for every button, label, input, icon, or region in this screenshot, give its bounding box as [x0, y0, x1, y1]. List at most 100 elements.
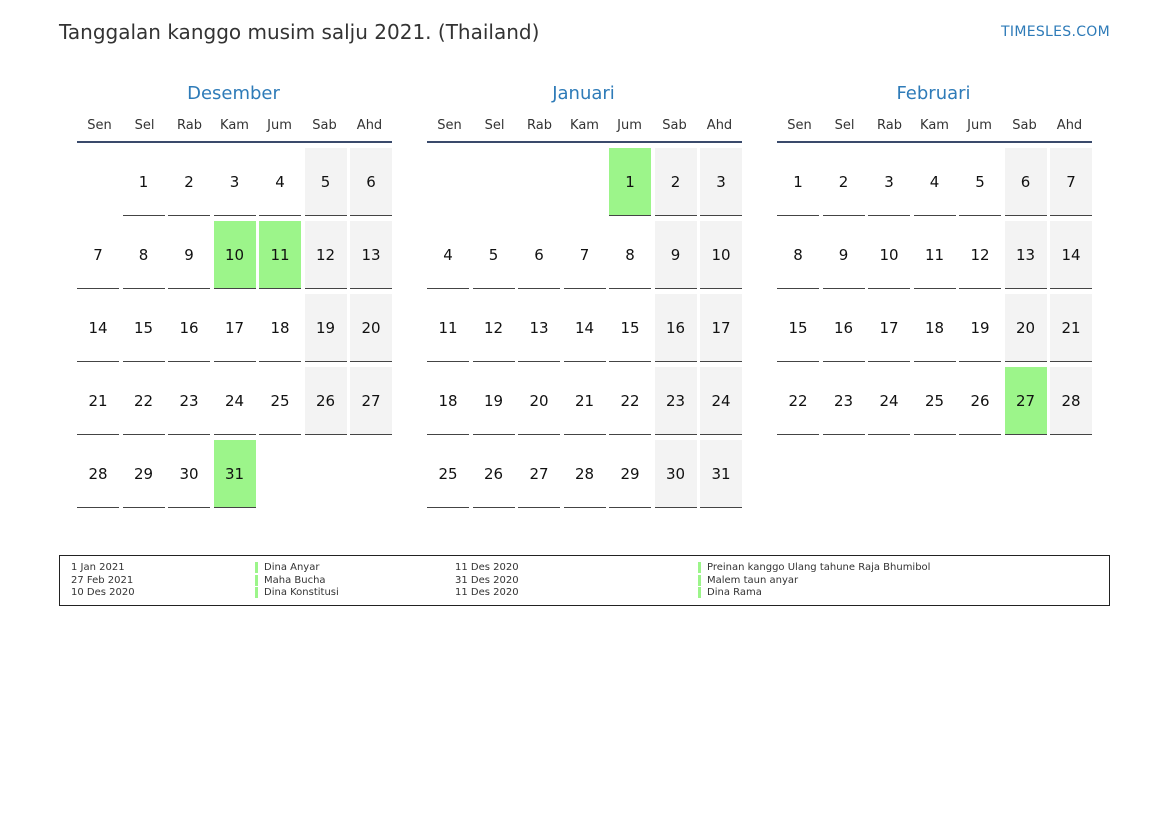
- day-cell[interactable]: 4: [259, 148, 301, 216]
- day-cell[interactable]: 5: [959, 148, 1001, 216]
- day-cell[interactable]: 1: [777, 148, 819, 216]
- day-cell[interactable]: 23: [822, 367, 865, 435]
- legend-holiday-name: Preinan kanggo Ulang tahune Raja Bhumibo…: [698, 562, 930, 573]
- day-cell[interactable]: 18: [427, 367, 469, 435]
- day-cell[interactable]: 5: [472, 221, 515, 289]
- day-cell[interactable]: 12: [472, 294, 515, 362]
- day-cell[interactable]: 14: [1050, 221, 1092, 289]
- day-cell[interactable]: 30: [654, 440, 697, 508]
- day-cell[interactable]: 31: [700, 440, 742, 508]
- day-cell[interactable]: 12: [959, 221, 1001, 289]
- day-cell[interactable]: 11: [427, 294, 469, 362]
- day-cell[interactable]: 16: [168, 294, 210, 362]
- day-cell[interactable]: 19: [472, 367, 515, 435]
- weekday-header: Sen Sel Rab Kam Jum Sab Ahd: [777, 117, 1092, 143]
- day-cell[interactable]: 8: [122, 221, 165, 289]
- holiday-day-cell[interactable]: 27: [1004, 367, 1047, 435]
- day-cell[interactable]: 1: [122, 148, 165, 216]
- day-cell[interactable]: 16: [822, 294, 865, 362]
- day-cell[interactable]: 11: [913, 221, 956, 289]
- day-cell[interactable]: 7: [563, 221, 606, 289]
- day-cell[interactable]: 9: [168, 221, 210, 289]
- day-cell[interactable]: 19: [304, 294, 347, 362]
- day-cell[interactable]: 7: [77, 221, 119, 289]
- day-cell[interactable]: 20: [518, 367, 560, 435]
- day-cell[interactable]: 21: [77, 367, 119, 435]
- weekday-label: Kam: [920, 118, 949, 133]
- day-cell[interactable]: 10: [868, 221, 910, 289]
- legend-row: 10 Des 2020 Dina Konstitusi 11 Des 2020 Din…: [60, 587, 1109, 599]
- holiday-day-cell[interactable]: 1: [609, 148, 651, 216]
- day-cell[interactable]: 16: [654, 294, 697, 362]
- day-cell[interactable]: 29: [122, 440, 165, 508]
- day-cell[interactable]: 19: [959, 294, 1001, 362]
- day-cell[interactable]: 17: [868, 294, 910, 362]
- day-cell[interactable]: 28: [1050, 367, 1092, 435]
- day-cell[interactable]: 22: [609, 367, 651, 435]
- day-cell[interactable]: 27: [518, 440, 560, 508]
- day-cell[interactable]: 4: [427, 221, 469, 289]
- day-cell[interactable]: 28: [563, 440, 606, 508]
- brand-link[interactable]: TIMESLES.COM: [1001, 24, 1110, 40]
- holiday-day-cell[interactable]: 11: [259, 221, 301, 289]
- day-cell[interactable]: 6: [518, 221, 560, 289]
- day-cell[interactable]: 3: [700, 148, 742, 216]
- day-cell[interactable]: 14: [77, 294, 119, 362]
- day-cell[interactable]: 21: [1050, 294, 1092, 362]
- day-cell[interactable]: 25: [913, 367, 956, 435]
- day-cell[interactable]: 13: [1004, 221, 1047, 289]
- day-cell[interactable]: 3: [213, 148, 256, 216]
- day-cell[interactable]: 15: [609, 294, 651, 362]
- day-cell[interactable]: 9: [654, 221, 697, 289]
- day-cell[interactable]: 9: [822, 221, 865, 289]
- day-cell[interactable]: 25: [427, 440, 469, 508]
- day-cell[interactable]: 28: [77, 440, 119, 508]
- day-cell[interactable]: 13: [350, 221, 392, 289]
- day-cell[interactable]: 20: [350, 294, 392, 362]
- day-cell[interactable]: 13: [518, 294, 560, 362]
- weekday-label: Kam: [220, 118, 249, 133]
- day-cell[interactable]: 2: [654, 148, 697, 216]
- day-cell[interactable]: 10: [700, 221, 742, 289]
- day-cell[interactable]: 2: [168, 148, 210, 216]
- day-cell[interactable]: 22: [777, 367, 819, 435]
- day-cell[interactable]: 3: [868, 148, 910, 216]
- day-cell[interactable]: 15: [777, 294, 819, 362]
- day-cell[interactable]: 8: [609, 221, 651, 289]
- day-cell[interactable]: 23: [168, 367, 210, 435]
- day-cell[interactable]: 8: [777, 221, 819, 289]
- day-cell[interactable]: 20: [1004, 294, 1047, 362]
- day-cell[interactable]: 12: [304, 221, 347, 289]
- holiday-legend: 1 Jan 2021 Dina Anyar 11 Des 2020 Preinan k…: [59, 555, 1110, 606]
- day-cell[interactable]: 5: [304, 148, 347, 216]
- day-cell[interactable]: 23: [654, 367, 697, 435]
- day-cell[interactable]: 29: [609, 440, 651, 508]
- weekday-header: Sen Sel Rab Kam Jum Sab Ahd: [77, 117, 392, 143]
- day-cell[interactable]: 24: [700, 367, 742, 435]
- day-cell[interactable]: 18: [913, 294, 956, 362]
- day-cell[interactable]: 21: [563, 367, 606, 435]
- holiday-day-cell[interactable]: 31: [213, 440, 256, 508]
- day-cell[interactable]: 2: [822, 148, 865, 216]
- legend-date: 11 Des 2020: [455, 587, 519, 598]
- day-cell[interactable]: 6: [350, 148, 392, 216]
- day-cell[interactable]: 24: [213, 367, 256, 435]
- day-cell[interactable]: 30: [168, 440, 210, 508]
- day-cell[interactable]: 26: [959, 367, 1001, 435]
- day-cell[interactable]: 4: [913, 148, 956, 216]
- day-cell[interactable]: 18: [259, 294, 301, 362]
- day-cell[interactable]: 22: [122, 367, 165, 435]
- day-cell[interactable]: 17: [213, 294, 256, 362]
- day-cell[interactable]: 7: [1050, 148, 1092, 216]
- day-cell[interactable]: 25: [259, 367, 301, 435]
- day-cell[interactable]: 26: [304, 367, 347, 435]
- day-cell[interactable]: 6: [1004, 148, 1047, 216]
- day-cell[interactable]: 14: [563, 294, 606, 362]
- day-cell[interactable]: 24: [868, 367, 910, 435]
- weekday-label: Sel: [484, 118, 505, 133]
- day-cell[interactable]: 26: [472, 440, 515, 508]
- day-cell[interactable]: 27: [350, 367, 392, 435]
- holiday-day-cell[interactable]: 10: [213, 221, 256, 289]
- day-cell[interactable]: 17: [700, 294, 742, 362]
- day-cell[interactable]: 15: [122, 294, 165, 362]
